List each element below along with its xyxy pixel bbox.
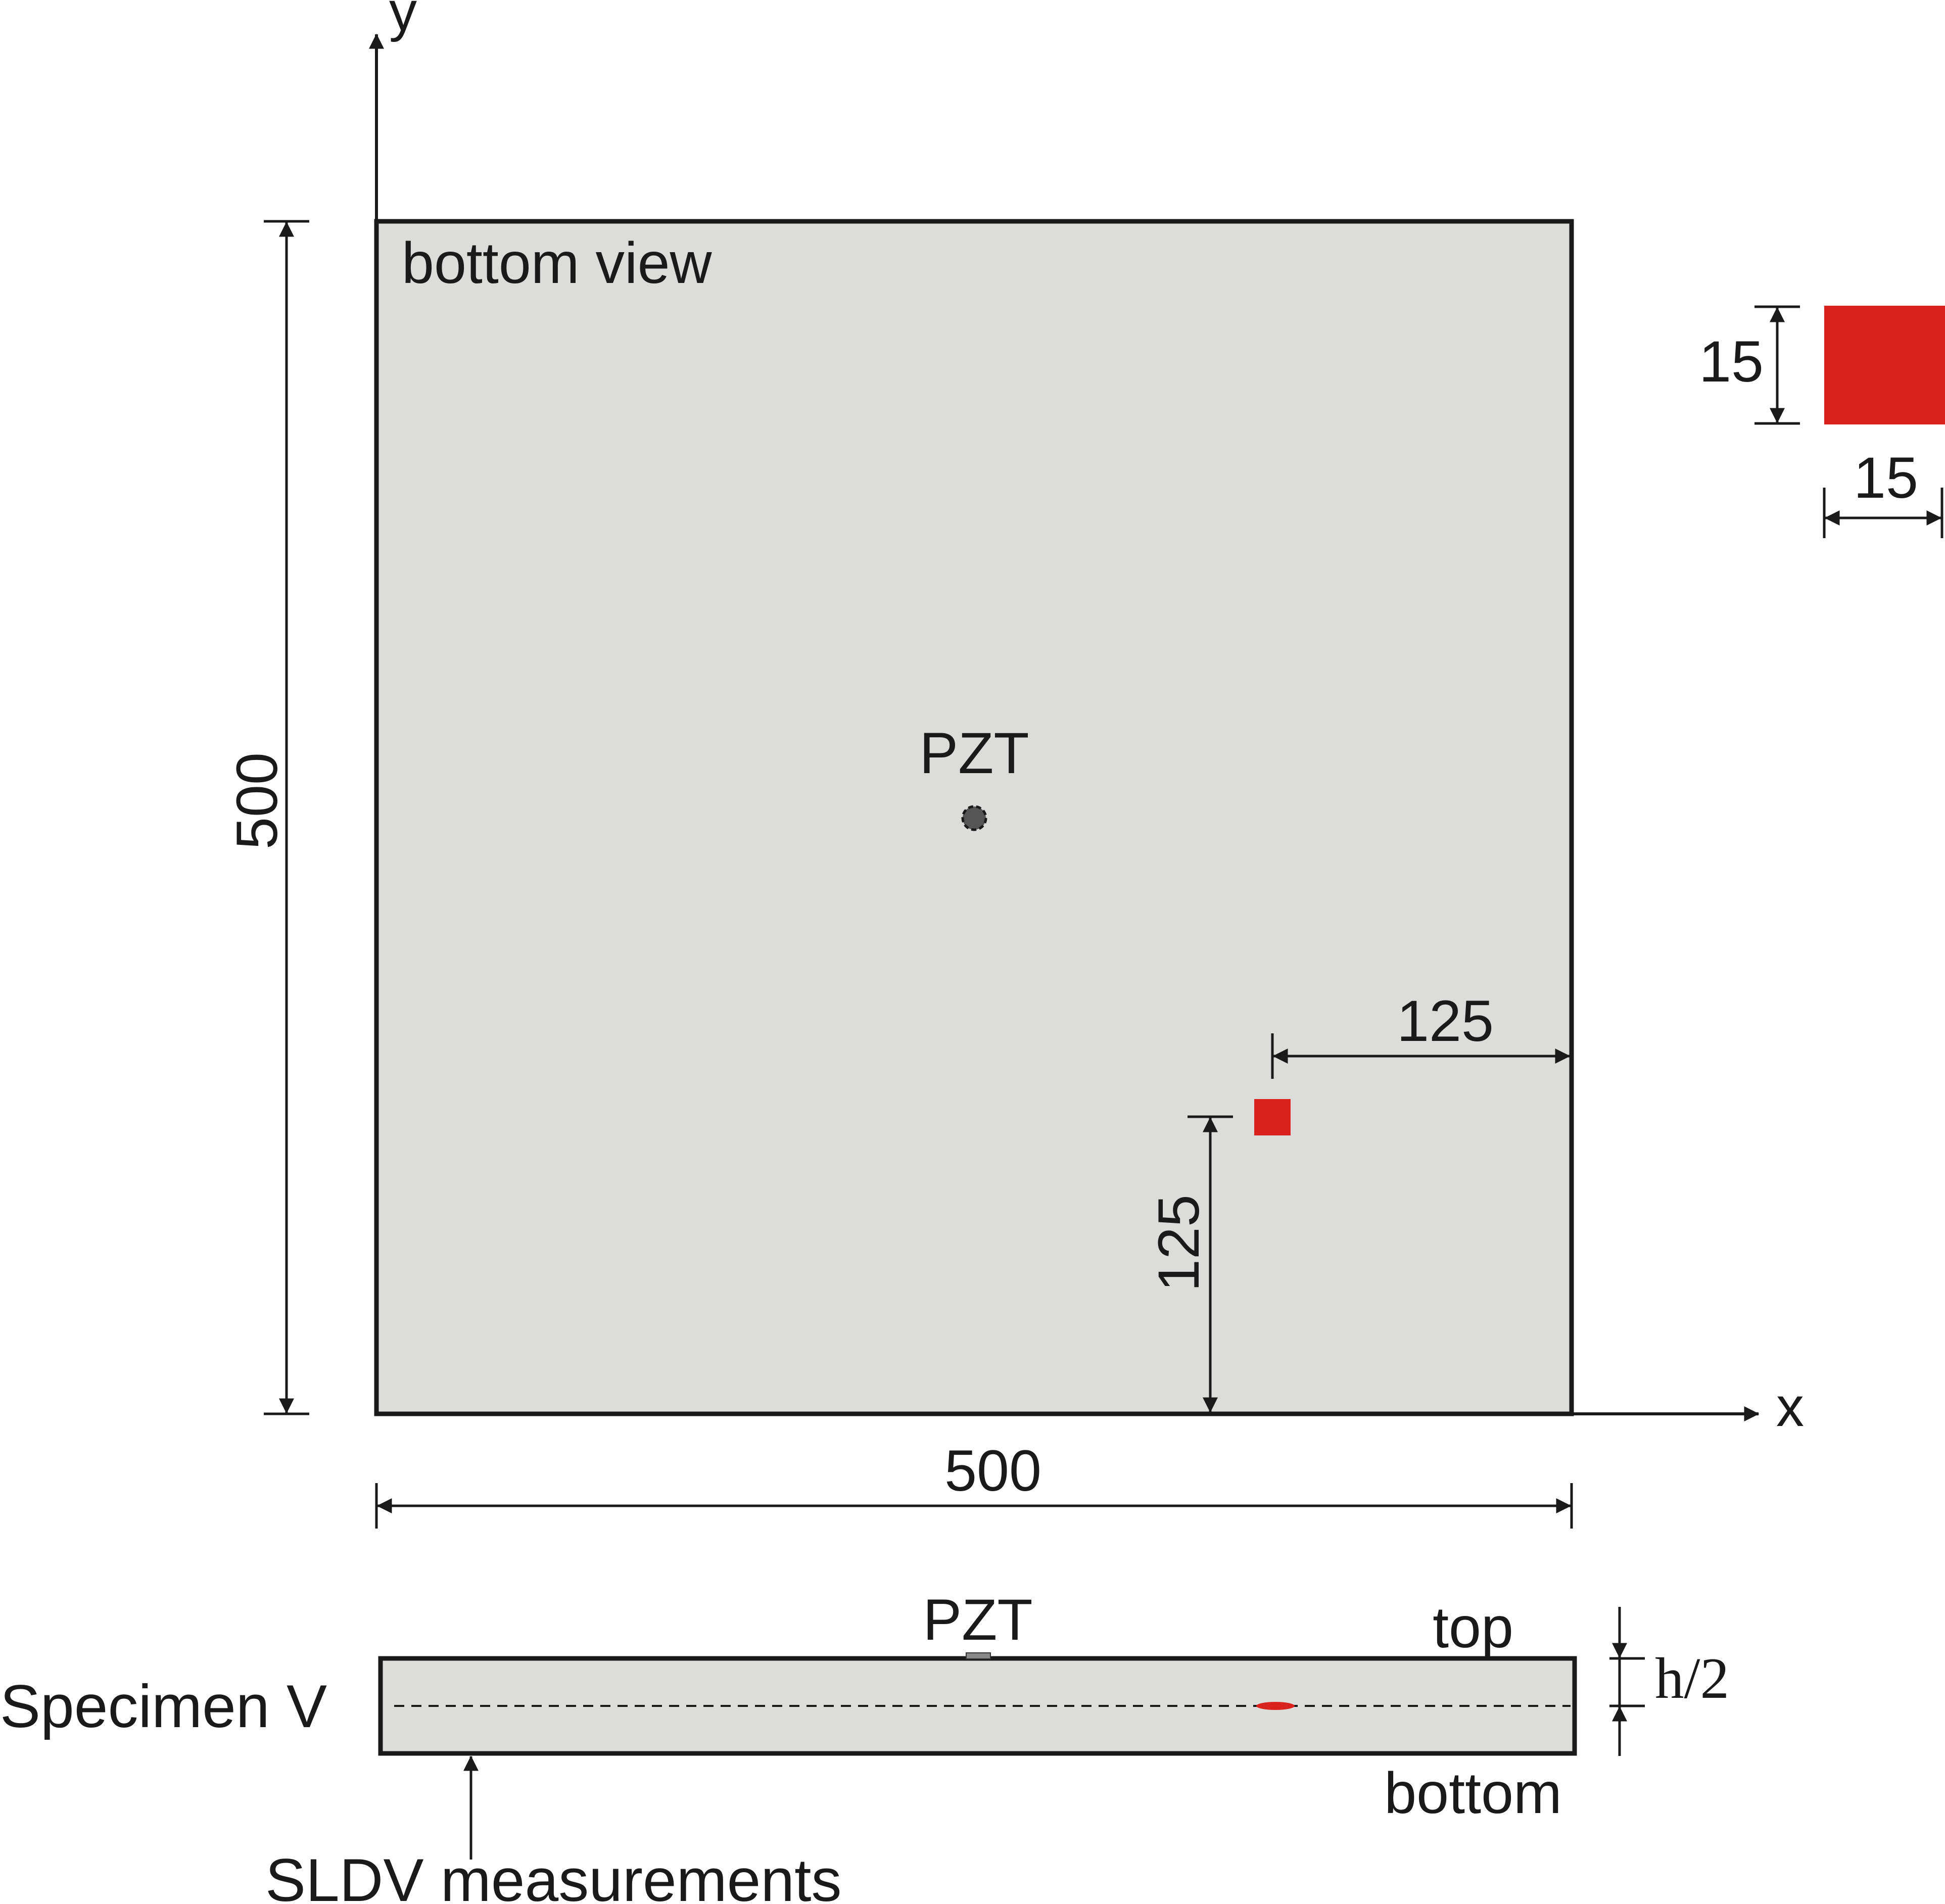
damage-section [1256,1702,1295,1710]
view-label: bottom view [402,231,713,296]
inset-damage-square [1824,306,1945,424]
dimension-height: 500 [225,220,309,1415]
inset-height-label: 15 [1699,329,1764,394]
cross-section: PZT top bottom Specimen V h/2 SLDV measu… [0,1588,1729,1904]
dim-height-label: 500 [225,752,290,849]
dimension-bottom-offset: 125 [1147,1115,1233,1413]
dim-right-offset-label: 125 [1397,989,1494,1054]
specimen-label: Specimen V [0,1673,327,1740]
pzt-label-top: PZT [919,721,1029,786]
inset-width-label: 15 [1854,446,1918,510]
damage-square [1254,1099,1291,1135]
pzt-section [966,1652,991,1659]
half-thickness-label: h/2 [1655,1646,1729,1710]
pzt-label-section: PZT [923,1588,1032,1652]
inset-damage-detail: 15 15 [1699,305,1945,538]
dimension-width: 500 [375,1439,1573,1529]
top-label: top [1433,1595,1513,1660]
y-axis-label: y [389,0,417,42]
pzt-circle [961,805,987,831]
x-axis-label: x [1776,1376,1804,1438]
dimension-right-offset: 125 [1271,989,1571,1079]
sldv-label: SLDV measurements [265,1846,841,1904]
dim-width-label: 500 [944,1439,1041,1503]
bottom-label: bottom [1384,1761,1562,1826]
axes: y x [369,0,1804,1438]
dim-bottom-offset-label: 125 [1147,1195,1211,1292]
